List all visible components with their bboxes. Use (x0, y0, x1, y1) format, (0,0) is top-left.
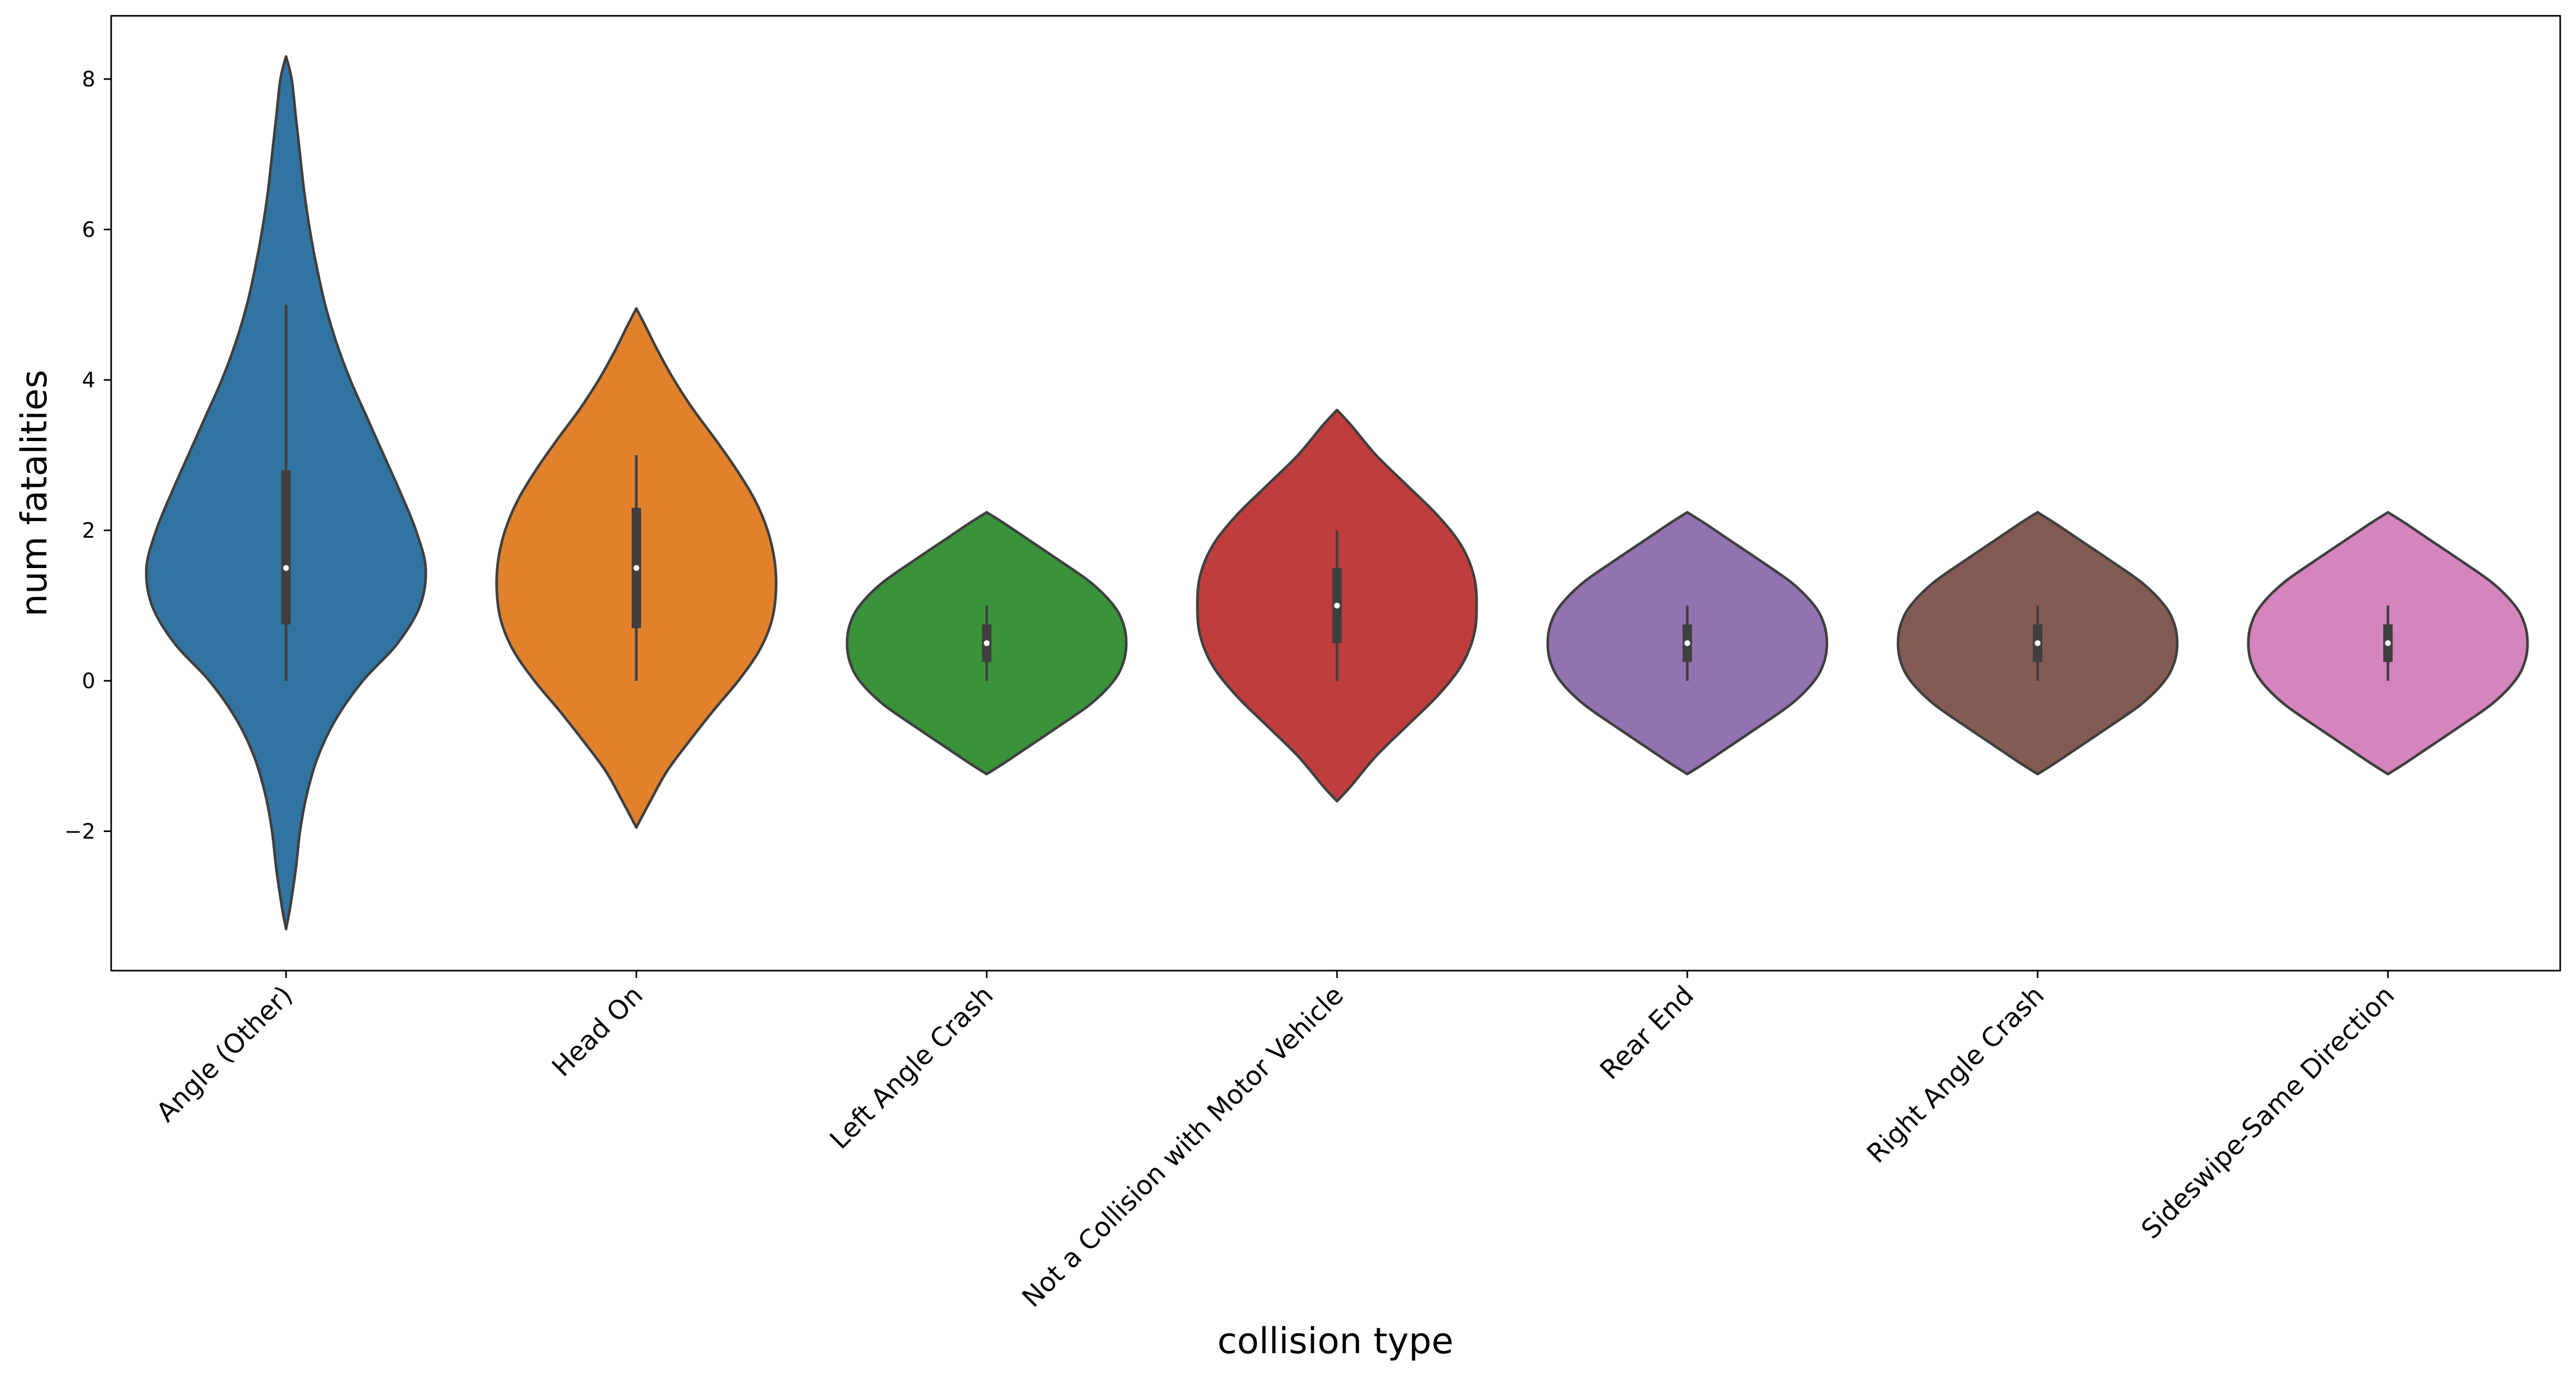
x-axis: Angle (Other) Head On Left Angle Crash Not … (151, 971, 2401, 1313)
violin-median-dot (1684, 640, 1690, 647)
violin-6 (1896, 511, 2179, 776)
violin-median-dot (1334, 602, 1340, 609)
violin-1 (145, 55, 427, 931)
x-tick-label: Head On (546, 980, 649, 1082)
x-tick-label: Angle (Other) (151, 980, 299, 1128)
x-tick-label: Right Angle Crash (1861, 980, 2050, 1169)
violin-4 (1196, 408, 1478, 803)
y-tick-label: 2 (82, 519, 95, 543)
x-tick-label: Not a Collision with Motor Vehicle (1016, 980, 1349, 1313)
violin-iqr-box (281, 470, 291, 624)
violin-median-dot (283, 565, 289, 571)
violin-median-dot (2034, 640, 2041, 647)
x-axis-title: collision type (1217, 1321, 1453, 1362)
y-tick-label: 4 (82, 368, 95, 393)
violin-median-dot (984, 640, 990, 647)
y-axis: −2 0 2 4 6 8 (64, 67, 111, 844)
violin-7 (2247, 511, 2529, 776)
y-tick-label: 0 (82, 669, 95, 693)
violin-median-dot (633, 565, 640, 571)
y-axis-title: num fatalities (14, 370, 55, 617)
violin-median-dot (2385, 640, 2391, 647)
violins-layer (145, 55, 2529, 931)
y-tick-label: −2 (64, 820, 95, 844)
violin-2 (495, 307, 778, 829)
violin-3 (845, 511, 1128, 776)
y-tick-label: 8 (82, 67, 95, 92)
x-tick-label: Sideswipe-Same Direction (2136, 980, 2401, 1245)
x-tick-label: Left Angle Crash (824, 980, 999, 1155)
violin-5 (1546, 511, 1828, 776)
x-tick-label: Rear End (1594, 980, 1699, 1085)
plot-frame (110, 15, 2561, 972)
y-tick-label: 6 (82, 218, 95, 242)
